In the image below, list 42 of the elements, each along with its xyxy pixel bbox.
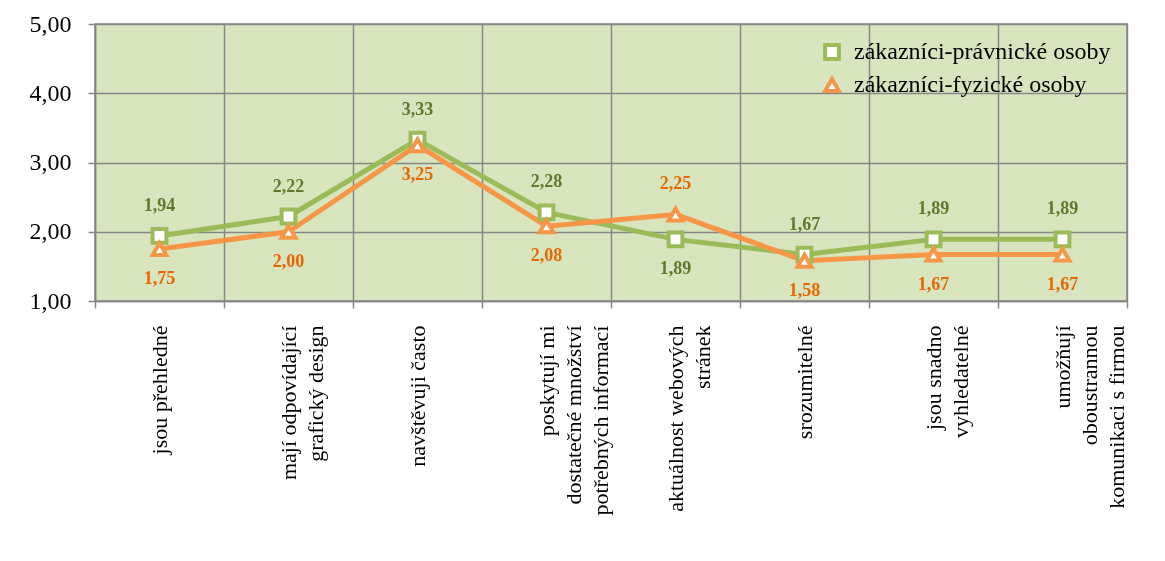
data-label: 1,75 — [143, 268, 176, 289]
data-label: 2,28 — [530, 171, 563, 192]
point — [666, 206, 685, 223]
x-tick-label: jsou snadno vyhledatelné — [921, 325, 973, 438]
data-label: 2,25 — [659, 173, 692, 194]
point — [666, 230, 685, 249]
point — [408, 137, 427, 154]
point — [150, 241, 169, 258]
legend-label: zákazníci-fyzické osoby — [854, 71, 1087, 97]
point — [924, 230, 943, 249]
data-label: 2,22 — [272, 175, 305, 196]
x-tick-label: srozumitelné — [792, 325, 817, 440]
point — [537, 203, 556, 222]
legend-label: zákazníci-právnické osoby — [854, 38, 1111, 64]
point — [150, 227, 169, 245]
y-tick-label: 3,00 — [29, 149, 72, 175]
data-label: 2,08 — [530, 245, 563, 266]
x-tick-label: aktuálnost webových stránek — [663, 325, 715, 512]
data-label: 3,33 — [401, 98, 434, 119]
data-label: 1,89 — [917, 198, 950, 219]
data-label: 1,67 — [1046, 273, 1079, 294]
point — [924, 246, 943, 263]
point — [1053, 246, 1072, 263]
data-label: 1,67 — [788, 213, 821, 234]
data-label: 1,89 — [659, 258, 692, 279]
point — [1053, 230, 1072, 249]
data-label: 2,00 — [272, 250, 305, 271]
data-label: 1,94 — [143, 194, 176, 215]
x-tick-label: jsou přehledné — [147, 325, 172, 456]
point — [537, 218, 556, 235]
y-tick-label: 4,00 — [29, 79, 72, 106]
data-label: 1,67 — [917, 273, 950, 294]
x-tick-label: navštěvuji často — [405, 325, 430, 467]
point — [279, 223, 298, 240]
y-tick-label: 2,00 — [29, 218, 72, 245]
y-tick-label: 1,00 — [29, 287, 72, 314]
data-label: 3,25 — [401, 164, 434, 185]
data-label: 1,89 — [1046, 198, 1079, 219]
y-tick-label: 5,00 — [29, 10, 72, 37]
point — [279, 207, 298, 226]
data-label: 1,58 — [788, 279, 821, 300]
point — [794, 250, 815, 269]
